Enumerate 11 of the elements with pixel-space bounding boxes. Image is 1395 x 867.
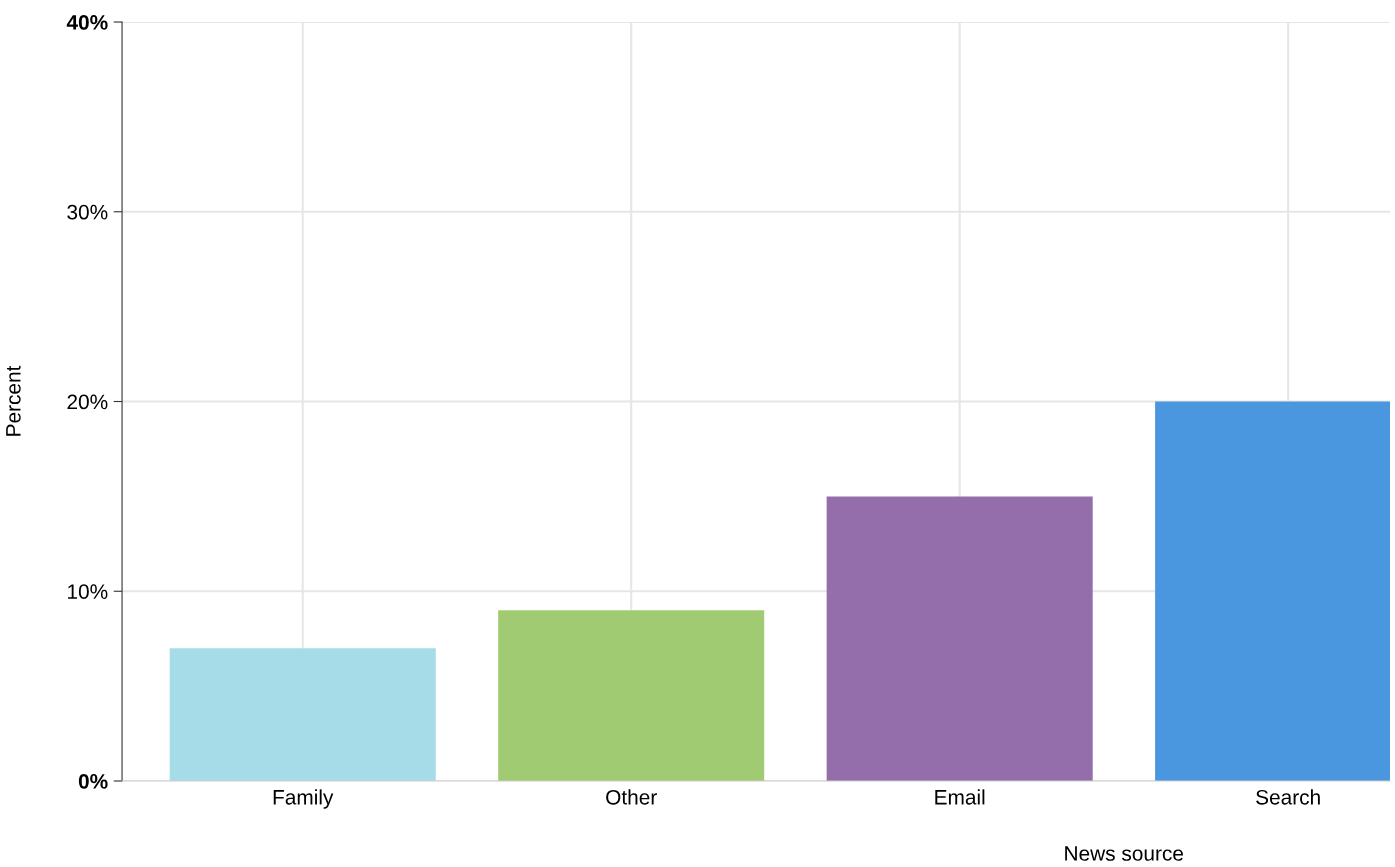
y-axis-title: Percent xyxy=(6,365,21,436)
y-tick-label: 20% xyxy=(67,394,108,410)
x-tick-label: Family xyxy=(273,789,334,809)
x-tick-label: Other xyxy=(606,789,657,805)
y-tick-label: 0% xyxy=(78,773,108,789)
x-tick-label: Email xyxy=(935,789,985,805)
y-tick-label: 30% xyxy=(67,204,108,220)
y-tick-label: 40% xyxy=(66,15,108,30)
y-tick-label: 10% xyxy=(68,584,108,599)
x-tick-label: Search xyxy=(1256,789,1320,805)
x-axis-title: News source xyxy=(1065,846,1183,861)
